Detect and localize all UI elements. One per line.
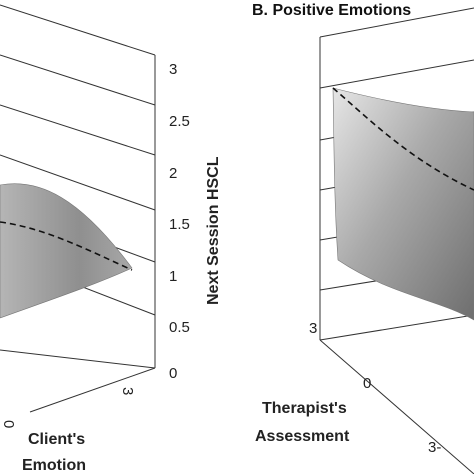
panel-b: B. Positive Emotions 3 0 3- Therapist's …	[252, 2, 474, 474]
panel-a-x-tick-0: 0	[0, 420, 17, 428]
panel-b-y-tick-0: 0	[363, 375, 371, 392]
z-tick-0.5: 0.5	[169, 319, 190, 336]
panel-a-z-axis-title: Next Session HSCL	[205, 156, 222, 305]
panel-b-y-tick-3: 3	[309, 320, 317, 337]
panel-a-x-axis-title-line1: Client's	[28, 431, 85, 448]
panel-a-x-axis-title-line2: Emotion	[22, 457, 86, 474]
panel-b-title: B. Positive Emotions	[252, 2, 411, 19]
panel-a-x-tick-3: 3	[119, 387, 136, 395]
panel-b-y-axis-title-line1: Therapist's	[262, 400, 347, 417]
panel-a-surface	[0, 183, 133, 319]
z-tick-0: 0	[169, 365, 177, 382]
z-tick-1: 1	[169, 268, 177, 285]
panel-a: 3 2.5 2 1.5 1 0.5 0 Next Session HSCL 3 …	[0, 4, 222, 474]
z-tick-2: 2	[169, 165, 177, 182]
z-tick-3: 3	[169, 61, 177, 78]
panel-b-dashed-line	[332, 87, 474, 191]
panel-b-y-axis-title-line2: Assessment	[255, 428, 350, 445]
panel-b-surface	[332, 87, 474, 321]
z-tick-1.5: 1.5	[169, 216, 190, 233]
panel-a-dashed-line	[0, 221, 133, 271]
panel-b-y-tick-neg3: 3-	[428, 439, 441, 456]
z-tick-2.5: 2.5	[169, 113, 190, 130]
panel-a-z-ticks: 3 2.5 2 1.5 1 0.5 0	[169, 61, 190, 382]
